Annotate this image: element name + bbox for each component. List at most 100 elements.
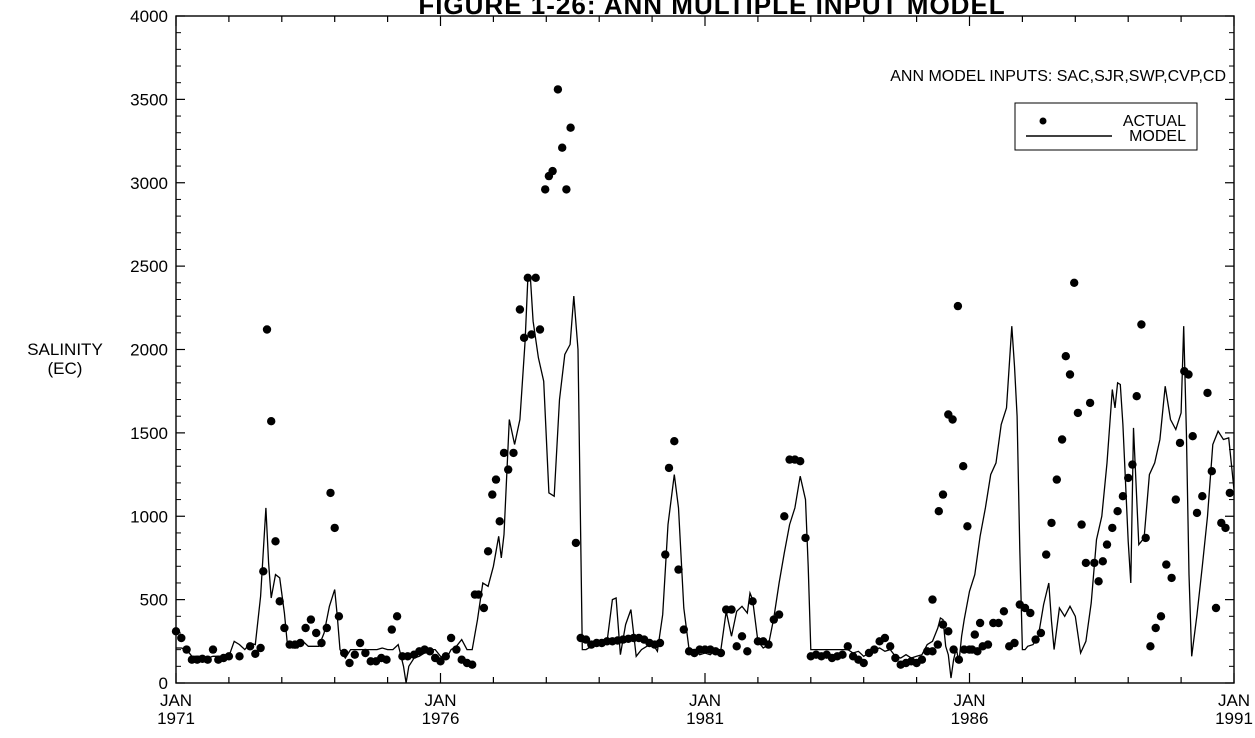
data-point-actual: [403, 652, 412, 661]
x-tick-label-month: JAN: [424, 691, 456, 710]
data-point-actual: [499, 448, 509, 458]
data-point-actual: [727, 605, 736, 614]
data-point-actual: [1141, 533, 1150, 543]
y-tick-label: 0: [159, 674, 168, 693]
data-point-actual: [488, 490, 497, 499]
data-point-actual: [355, 638, 365, 648]
y-axis: 0 500 1000 1500 2000 2500 3000 3500 4000: [130, 7, 1234, 693]
data-point-actual: [1207, 467, 1217, 476]
y-tick-label: 3500: [130, 90, 168, 109]
legend: ACTUAL MODEL: [1014, 102, 1198, 151]
data-point-actual: [245, 642, 255, 651]
data-point-actual: [441, 652, 450, 661]
series-line-model: [176, 276, 1234, 683]
data-point-actual: [1065, 370, 1075, 379]
data-point-actual: [975, 618, 985, 628]
data-point-actual: [1047, 518, 1056, 528]
data-point-actual: [674, 565, 683, 574]
data-point-actual: [1221, 523, 1230, 533]
data-point-actual: [661, 550, 670, 559]
data-point-actual: [928, 595, 937, 604]
data-point-actual: [267, 417, 276, 426]
data-point-actual: [949, 645, 958, 654]
data-point-actual: [870, 645, 879, 654]
data-point-actual: [504, 465, 513, 474]
data-point-actual: [774, 610, 784, 619]
data-point-actual: [392, 612, 402, 621]
data-point-actual: [1188, 432, 1197, 441]
data-point-actual: [301, 623, 310, 633]
data-point-actual: [224, 652, 234, 661]
data-point-actual: [743, 647, 752, 656]
data-point-actual: [425, 647, 435, 656]
data-point-actual: [796, 457, 805, 466]
data-point-actual: [737, 632, 747, 641]
model-inputs-annotation: ANN MODEL INPUTS: SAC,SJR,SWP,CVP,CD: [890, 68, 1226, 85]
data-point-actual: [340, 648, 349, 658]
data-point-actual: [1167, 573, 1176, 583]
y-tick-label: 2000: [130, 341, 168, 360]
data-point-actual: [1146, 642, 1155, 651]
data-point-actual: [1026, 608, 1035, 618]
data-point-actual: [519, 333, 529, 342]
data-point-actual: [716, 648, 726, 658]
data-point-actual: [1042, 550, 1051, 559]
data-point-actual: [973, 647, 982, 656]
data-point-actual: [1108, 523, 1117, 533]
data-point-actual: [880, 633, 890, 643]
y-tick-label: 4000: [130, 7, 168, 26]
data-point-actual: [983, 640, 993, 649]
data-point-actual: [944, 627, 953, 636]
data-point-actual: [934, 507, 943, 516]
data-point-actual: [1102, 540, 1112, 549]
data-point-actual: [446, 633, 456, 643]
data-point-actual: [436, 657, 445, 666]
data-point-actual: [326, 488, 335, 498]
data-point-actual: [679, 625, 688, 634]
data-point-actual: [664, 463, 674, 473]
data-point-actual: [177, 633, 186, 643]
data-point-actual: [387, 625, 396, 634]
data-point-actual: [933, 640, 942, 649]
legend-marker-actual: [1039, 117, 1047, 125]
legend-box: [1014, 102, 1198, 151]
data-point-actual: [275, 597, 284, 606]
data-point-actual: [959, 462, 968, 471]
data-point-actual: [548, 166, 557, 176]
data-point-actual: [1085, 398, 1095, 408]
data-point-actual: [938, 620, 948, 629]
data-point-actual: [1192, 508, 1202, 518]
y-tick-label: 1000: [130, 507, 168, 526]
data-point-actual: [361, 648, 370, 658]
data-point-actual: [345, 658, 354, 668]
x-tick-label-month: JAN: [160, 691, 192, 710]
data-point-actual: [1137, 320, 1146, 329]
x-tick-label-year: 1991: [1215, 709, 1253, 728]
data-point-actual: [535, 325, 545, 334]
data-point-actual: [1073, 408, 1083, 418]
y-axis-label-line1: SALINITY: [27, 340, 103, 359]
data-point-actual: [1098, 557, 1108, 566]
data-point-actual: [886, 642, 895, 651]
data-point-actual: [1094, 577, 1103, 586]
x-tick-label-month: JAN: [689, 691, 721, 710]
data-point-actual: [350, 650, 359, 659]
data-point-actual: [1162, 560, 1171, 569]
data-point-actual: [928, 647, 937, 656]
x-tick-label-year: 1971: [157, 709, 195, 728]
data-point-actual: [382, 655, 391, 664]
data-point-actual: [732, 642, 741, 651]
data-point-actual: [780, 512, 789, 521]
data-point-actual: [558, 143, 567, 152]
data-point-actual: [509, 448, 518, 458]
data-point-actual: [523, 273, 532, 282]
data-point-actual: [306, 615, 316, 624]
data-point-actual: [1124, 473, 1133, 483]
data-point-actual: [334, 612, 344, 621]
data-point-actual: [553, 85, 563, 94]
data-point-actual: [474, 590, 483, 599]
legend-label-model: MODEL: [1129, 128, 1186, 145]
data-point-actual: [1052, 475, 1062, 484]
data-point-actual: [562, 185, 571, 194]
